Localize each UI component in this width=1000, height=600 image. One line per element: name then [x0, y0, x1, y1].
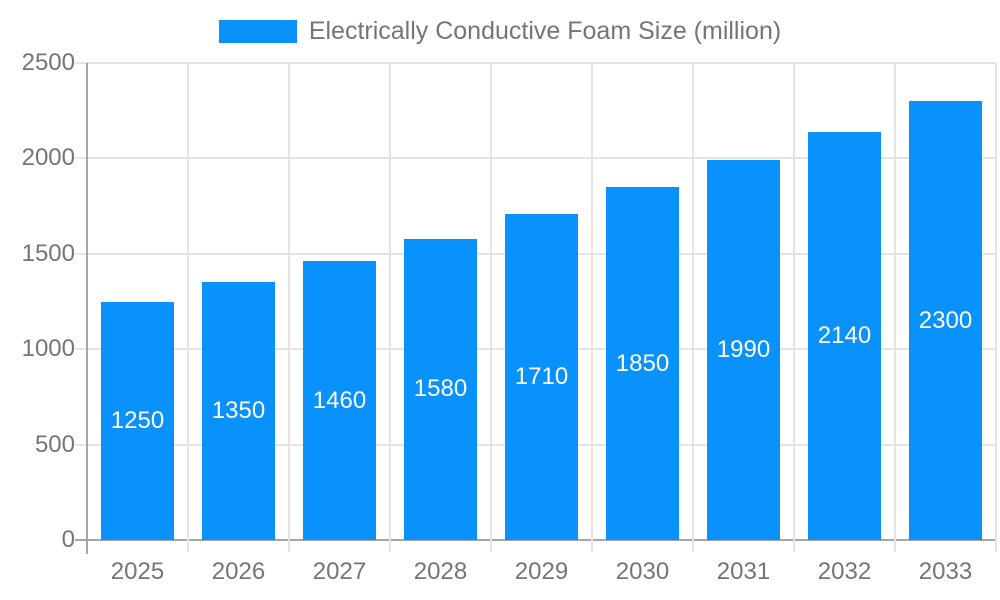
bar-2030: [606, 187, 679, 540]
bar-2028: [404, 238, 477, 540]
chart-legend-item[interactable]: Electrically Conductive Foam Size (milli…: [0, 17, 1000, 46]
x-gridline: [793, 63, 795, 540]
legend-color-swatch: [218, 20, 297, 44]
x-axis-category-label: 2026: [211, 558, 266, 585]
x-gridline: [187, 63, 189, 540]
bar-2029: [505, 213, 578, 540]
x-gridline: [692, 63, 694, 540]
y-axis-tick: [75, 157, 87, 160]
x-gridline: [995, 63, 997, 540]
y-axis-tick-label: 500: [34, 430, 75, 458]
x-gridline: [894, 63, 896, 540]
bar-2032: [808, 131, 881, 540]
y-gridline: [87, 157, 996, 160]
y-axis-tick-label: 0: [61, 526, 75, 553]
bar-value-label: 1580: [413, 375, 468, 403]
x-axis-category-label: 2030: [615, 558, 670, 585]
legend-label: Electrically Conductive Foam Size (milli…: [308, 17, 782, 45]
x-axis-category-label: 2025: [110, 558, 165, 585]
x-axis-category-label: 2032: [817, 558, 872, 585]
y-axis-tick-label: 2000: [21, 144, 75, 172]
bar-2031: [707, 160, 780, 540]
x-axis-tick: [490, 540, 492, 552]
x-axis-tick: [288, 540, 290, 552]
y-axis-line: [86, 63, 88, 554]
y-axis-tick-label: 1000: [21, 335, 75, 363]
bar-2033: [909, 101, 982, 540]
x-gridline: [389, 63, 391, 540]
y-gridline: [87, 62, 996, 64]
y-axis-tick: [75, 539, 87, 541]
x-axis-category-label: 2033: [918, 558, 973, 585]
y-axis-tick: [75, 252, 87, 255]
bar-2027: [303, 261, 376, 540]
bar-value-label: 1990: [716, 336, 771, 364]
y-axis-tick-label: 1500: [21, 239, 75, 267]
x-axis-tick: [591, 540, 593, 552]
x-gridline: [490, 63, 492, 540]
bar-value-label: 1250: [110, 406, 165, 434]
x-axis-category-label: 2028: [413, 558, 468, 585]
x-axis-category-label: 2029: [514, 558, 569, 585]
bar-value-label: 1850: [615, 349, 670, 377]
x-axis-category-label: 2027: [312, 558, 367, 585]
x-axis-tick: [995, 540, 997, 552]
bar-value-label: 2300: [918, 306, 973, 334]
x-gridline: [591, 63, 593, 540]
bar-2025: [101, 301, 174, 540]
x-axis-category-label: 2031: [716, 558, 771, 585]
x-axis-tick: [894, 540, 896, 552]
y-axis-tick: [75, 62, 87, 64]
bar-value-label: 1350: [211, 397, 266, 425]
bar-2026: [202, 282, 275, 540]
y-axis-tick: [75, 348, 87, 351]
y-axis-tick-label: 2500: [21, 49, 75, 76]
x-axis-tick: [692, 540, 694, 552]
y-axis-tick: [75, 443, 87, 446]
x-axis-line: [87, 539, 996, 541]
bar-value-label: 1710: [514, 362, 569, 390]
x-axis-tick: [793, 540, 795, 552]
x-axis-tick: [187, 540, 189, 552]
bar-value-label: 2140: [817, 321, 872, 349]
x-axis-tick: [389, 540, 391, 552]
x-gridline: [288, 63, 290, 540]
bar-value-label: 1460: [312, 386, 367, 414]
